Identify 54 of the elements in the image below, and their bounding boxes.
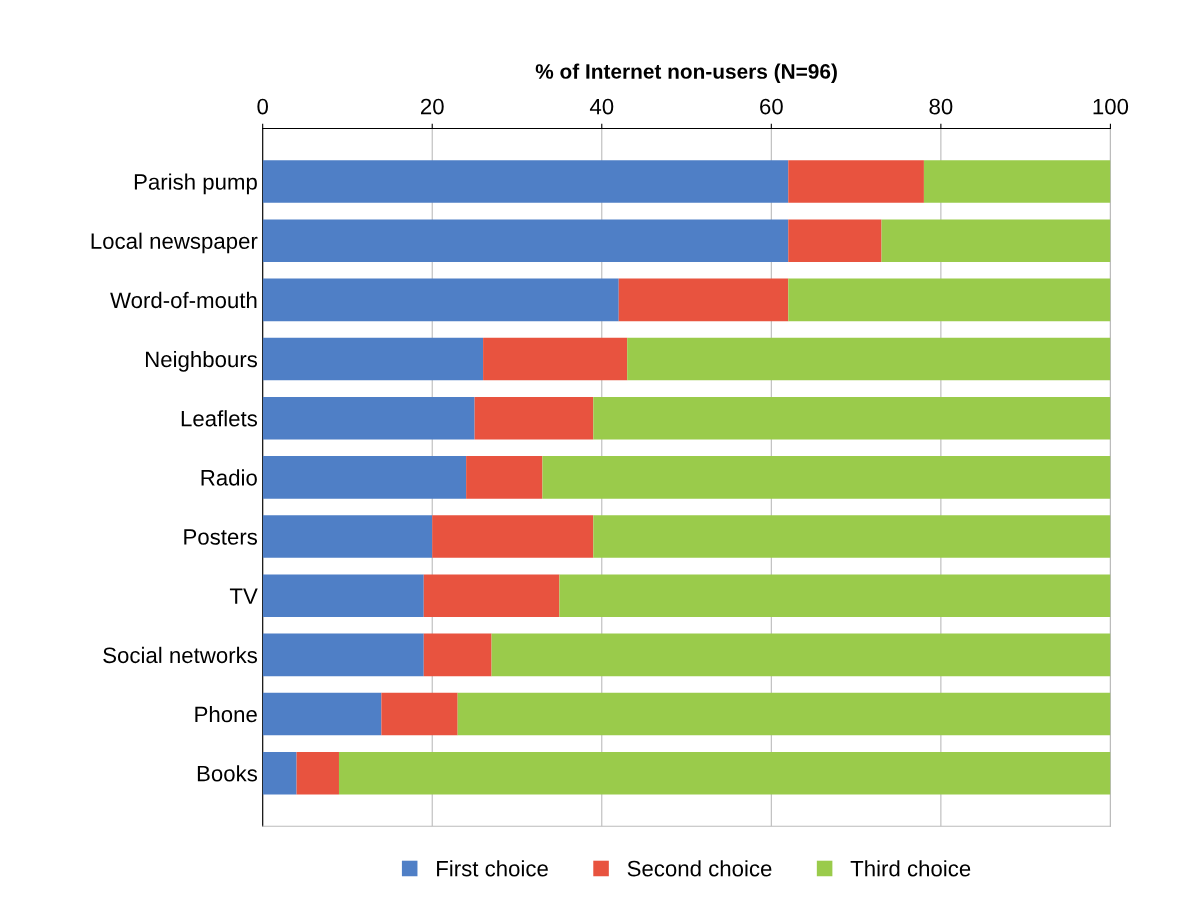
y-tick-label: TV [229, 588, 258, 604]
bar [593, 396, 1111, 440]
bar [881, 219, 1111, 262]
bar [262, 751, 297, 795]
legend-label: Third choice [850, 860, 971, 877]
y-tick-label: Neighbours [146, 350, 258, 372]
bar [262, 396, 475, 440]
bar [457, 692, 1111, 736]
bar [262, 574, 424, 617]
x-tick-label: 20 [420, 98, 444, 115]
y-tick-label: Word-of-mouth [110, 291, 257, 309]
y-tick-label: Local newspaper [91, 232, 258, 254]
y-tick-label: Social networks [103, 646, 258, 664]
bar [542, 456, 1111, 499]
bar [338, 751, 1111, 795]
bar [262, 456, 467, 499]
legend-label: First choice [437, 860, 548, 877]
bar [262, 337, 484, 381]
x-tick-label: 100 [1093, 98, 1129, 115]
y-tick-label: Parish pump [134, 173, 257, 195]
y-tick-label: Books [197, 765, 258, 782]
bar [788, 278, 1111, 322]
bar [423, 633, 492, 677]
y-tick-label: Phone [195, 705, 257, 723]
x-axis-title: % of Internet non-users (N=96) [535, 63, 837, 83]
bar [627, 337, 1111, 381]
bar [423, 574, 560, 617]
bar [593, 515, 1111, 558]
bar [559, 574, 1111, 617]
bar [262, 278, 619, 322]
x-tick-label: 40 [589, 98, 614, 115]
bar [923, 160, 1111, 203]
bar [618, 278, 789, 322]
bar [381, 692, 458, 736]
bar [262, 160, 789, 203]
bar [474, 396, 594, 440]
bar [788, 160, 924, 203]
y-tick-label: Radio [201, 469, 257, 486]
bar [262, 515, 433, 558]
bar [262, 633, 424, 677]
bar [262, 219, 789, 262]
bar [491, 633, 1111, 677]
bar [432, 515, 594, 558]
bar [788, 219, 882, 262]
x-tick-label: 80 [929, 98, 953, 115]
y-tick-label: Leaflets [181, 410, 258, 427]
bar [483, 337, 628, 381]
legend-label: Second choice [627, 860, 772, 877]
x-tick-label: 60 [760, 98, 783, 115]
x-tick-label: 0 [257, 98, 268, 115]
y-tick-label: Posters [184, 529, 258, 545]
bar [296, 751, 339, 795]
bar [466, 456, 543, 499]
bar [262, 692, 382, 736]
